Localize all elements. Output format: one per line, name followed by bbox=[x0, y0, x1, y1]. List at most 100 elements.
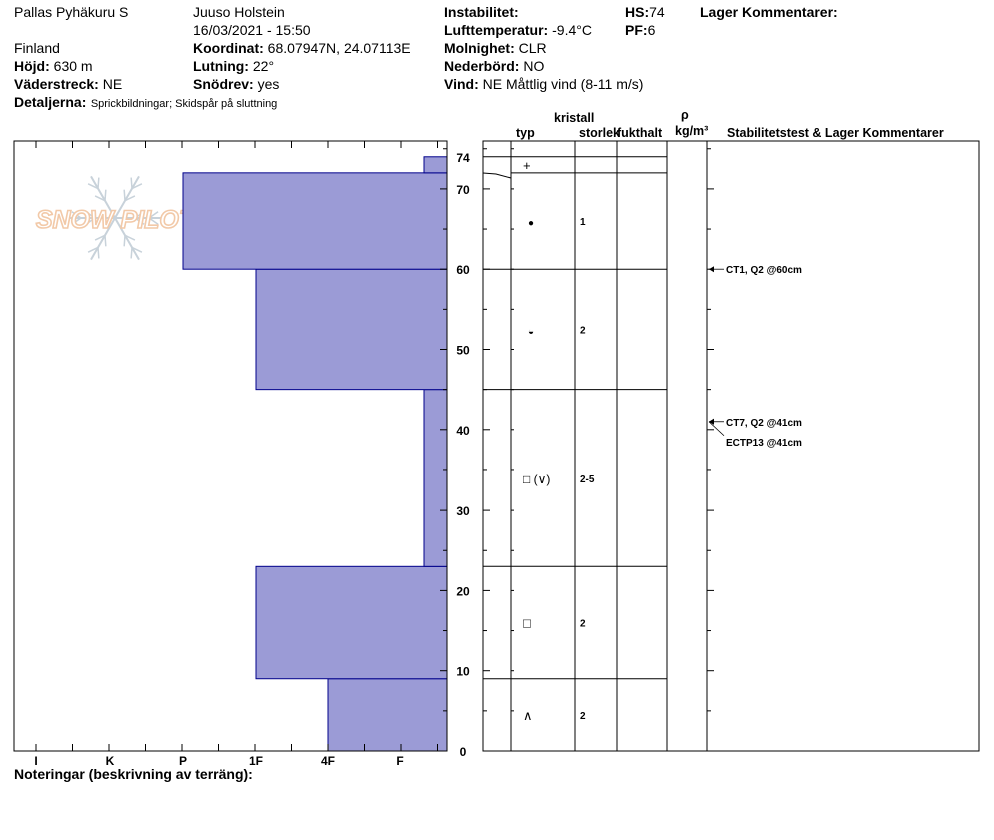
grain-size-value: 2 bbox=[580, 711, 586, 722]
hardness-bar bbox=[327, 678, 448, 752]
snowflake-branch bbox=[130, 247, 133, 259]
depth-tick-label: 0 bbox=[460, 745, 467, 759]
grain-size-value: 2 bbox=[580, 325, 586, 336]
blowing-snow-row: Snödrev: yes bbox=[193, 76, 279, 93]
snowflake-branch bbox=[148, 217, 159, 225]
sky-row: Molnighet: CLR bbox=[444, 40, 547, 57]
crystal-type-symbol: ∧ bbox=[523, 708, 533, 723]
air-temperature-row: Lufttemperatur: -9.4°C bbox=[444, 22, 592, 39]
notes-label: Noteringar (beskrivning av terräng): bbox=[14, 766, 253, 782]
stability-test-label: ECTP13 @41cm bbox=[726, 438, 802, 449]
snowflake-branch bbox=[104, 235, 107, 247]
depth-tick-label: 40 bbox=[456, 424, 470, 438]
details-value: Sprickbildningar; Skidspår på sluttning bbox=[90, 98, 278, 110]
snowflake-branch bbox=[104, 189, 107, 201]
test-pointer-arrow bbox=[709, 266, 714, 273]
snowflake-branch bbox=[124, 234, 136, 241]
snow-profile-chart: SNOW PILOT 0 10 20 30 40 50 60 70 74 I K P 1F 4F F ∧ 2… bbox=[13, 140, 980, 768]
hardness-tick-label: 4F bbox=[321, 754, 335, 768]
aspect-label: Väderstreck: bbox=[14, 76, 99, 92]
snowflake-branch bbox=[148, 211, 159, 219]
grain-size-value: 2 bbox=[580, 619, 586, 630]
hardness-tick-label: P bbox=[179, 754, 187, 768]
hardness-plot-frame bbox=[13, 140, 448, 752]
details-label: Detaljerna: bbox=[14, 94, 87, 110]
col-header-typ: typ bbox=[516, 126, 535, 140]
snowflake-branch bbox=[97, 177, 100, 189]
instability-label: Instabilitet: bbox=[444, 4, 519, 20]
instability-row: Instabilitet: bbox=[444, 4, 519, 21]
axis-ticks bbox=[35, 141, 714, 752]
chart-frames bbox=[13, 140, 980, 752]
wind-value: NE Måttlig vind (8-11 m/s) bbox=[482, 76, 644, 92]
elevation-row: Höjd: 630 m bbox=[14, 58, 93, 75]
precipitation-label: Nederbörd: bbox=[444, 58, 520, 74]
test-pointer-arrow bbox=[709, 418, 714, 425]
snowflake-branch bbox=[123, 189, 126, 201]
precipitation-row: Nederbörd: NO bbox=[444, 58, 544, 75]
watermark-text: SNOW PILOT bbox=[36, 206, 197, 234]
aspect-row: Väderstreck: NE bbox=[14, 76, 122, 93]
hardness-tick-label: F bbox=[396, 754, 403, 768]
crystal-type-symbol: □ bbox=[523, 616, 531, 631]
snowflake-branch bbox=[131, 246, 143, 253]
wind-row: Vind: NE Måttlig vind (8-11 m/s) bbox=[444, 76, 643, 93]
hs-value: 74 bbox=[649, 4, 665, 20]
crystal-symbols: ∧ 2 □ 2 □ (∨) 2-5 ◒ 2 ● 1 + bbox=[523, 158, 595, 723]
details-row: Detaljerna: Sprickbildningar; Skidspår p… bbox=[14, 94, 277, 112]
snowflake-branch bbox=[71, 217, 82, 225]
stability-test-annotations: CT1, Q2 @60cm CT7, Q2 @41cm ECTP13 @41cm bbox=[708, 265, 802, 449]
snowflake-arm bbox=[114, 217, 140, 261]
grain-size-value: 1 bbox=[580, 217, 586, 228]
depth-tick-labels: 0 10 20 30 40 50 60 70 74 bbox=[456, 151, 470, 759]
snowpilot-watermark: SNOW PILOT bbox=[35, 175, 198, 261]
depth-tick-label: 10 bbox=[456, 665, 470, 679]
sky-label: Molnighet: bbox=[444, 40, 515, 56]
precipitation-value: NO bbox=[523, 58, 545, 74]
coordinates-label: Koordinat: bbox=[193, 40, 264, 56]
aspect-value: NE bbox=[102, 76, 123, 92]
col-header-stability: Stabilitetstest & Lager Kommentarer bbox=[727, 126, 944, 140]
hardness-tick-label: 1F bbox=[249, 754, 263, 768]
blowing-snow-label: Snödrev: bbox=[193, 76, 254, 92]
slope-row: Lutning: 22° bbox=[193, 58, 274, 75]
layer-comments-label: Lager Kommentarer: bbox=[700, 4, 838, 20]
depth-tick-label: 50 bbox=[456, 344, 470, 358]
hardness-bar bbox=[255, 268, 448, 391]
depth-tick-label: 20 bbox=[456, 584, 470, 598]
blowing-snow-value: yes bbox=[257, 76, 280, 92]
crystal-type-symbol: ● bbox=[528, 218, 534, 229]
snowflake-branch bbox=[87, 246, 99, 253]
test-pointer-line bbox=[708, 421, 725, 437]
col-header-density-unit: kg/m³ bbox=[675, 124, 709, 138]
coordinates-value: 68.07947N, 24.07113E bbox=[267, 40, 411, 56]
hs-label: HS: bbox=[625, 4, 650, 20]
hardness-tick-label: K bbox=[106, 754, 115, 768]
hardness-bar bbox=[255, 565, 448, 680]
hardness-bar bbox=[182, 172, 448, 270]
pf-value: 6 bbox=[647, 22, 656, 38]
snowflake-branch bbox=[94, 195, 106, 202]
slope-value: 22° bbox=[252, 58, 275, 74]
col-header-kristall: kristall bbox=[554, 111, 595, 125]
hardness-bar bbox=[423, 156, 448, 174]
col-header-rho: ρ bbox=[681, 108, 689, 122]
observer-name: Juuso Holstein bbox=[193, 4, 285, 20]
layer-connector bbox=[482, 172, 512, 179]
location-name: Pallas Pyhäkuru S bbox=[14, 4, 129, 20]
snowflake-branch bbox=[85, 211, 96, 219]
elevation-label: Höjd: bbox=[14, 58, 50, 74]
layer-table-frame bbox=[482, 140, 980, 752]
pf-row: PF:6 bbox=[625, 22, 655, 39]
sky-value: CLR bbox=[518, 40, 547, 56]
crystal-type-symbol: □ (∨) bbox=[523, 472, 550, 486]
slope-label: Lutning: bbox=[193, 58, 249, 74]
air-temperature-value: -9.4°C bbox=[552, 22, 592, 38]
air-temperature-label: Lufttemperatur: bbox=[444, 22, 549, 38]
stability-test-label: CT1, Q2 @60cm bbox=[726, 265, 802, 276]
snowflake-branch bbox=[71, 211, 82, 219]
total-depth-label: 74 bbox=[456, 151, 470, 165]
snowflake-branch bbox=[124, 195, 136, 202]
snowflake-arm bbox=[90, 217, 116, 261]
snowflake-branch bbox=[134, 211, 145, 219]
